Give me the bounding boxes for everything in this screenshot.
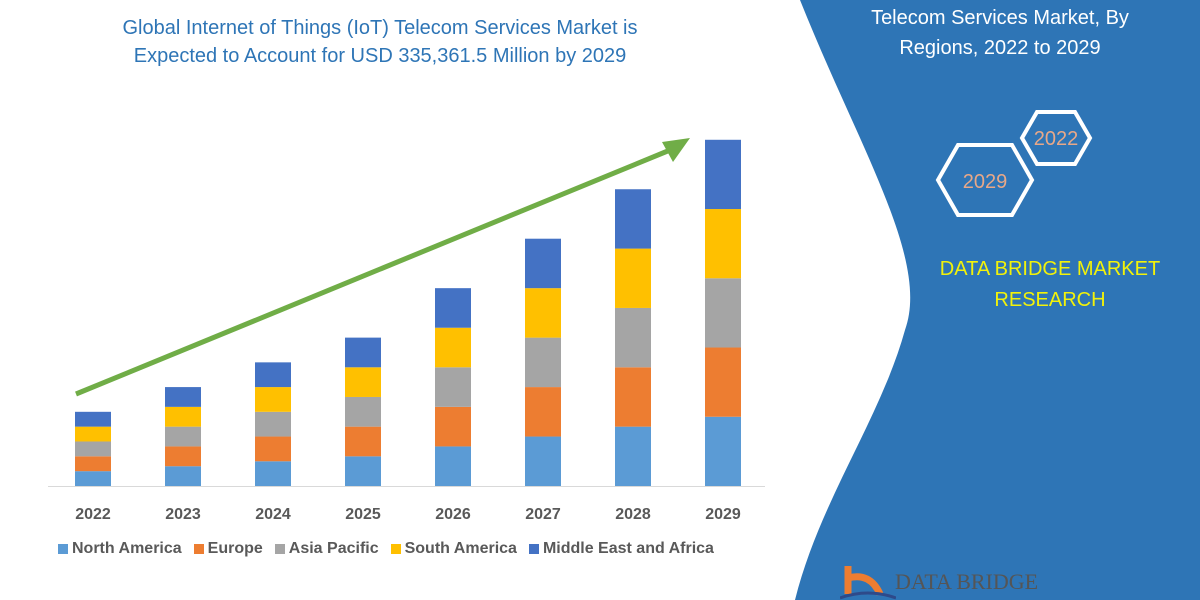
bar-segment-2027-0: [525, 436, 561, 486]
chart-title: Global Internet of Things (IoT) Telecom …: [40, 14, 720, 70]
brand-line-1: DATA BRIDGE MARKET: [939, 258, 1161, 280]
legend-item: North America: [58, 540, 182, 558]
logo-text: DATA BRIDGE: [895, 569, 1039, 594]
bar-segment-2028-1: [615, 367, 651, 427]
bar-segment-2029-4: [705, 139, 741, 210]
stacked-bar-chart: 2022 2023 2024 2025 2026 2027 2028 2029: [48, 138, 765, 523]
brand-line-2: RESEARCH: [994, 289, 1106, 311]
bar-segment-2023-1: [165, 446, 201, 467]
bar-segment-2025-3: [345, 367, 381, 397]
bar-segment-2026-2: [435, 367, 471, 407]
bar-segment-2023-4: [165, 387, 201, 407]
bar-segment-2029-2: [705, 278, 741, 348]
bar-segment-2023-2: [165, 426, 201, 447]
bar-segment-2025-1: [345, 426, 381, 457]
bar-segment-2028-2: [615, 307, 651, 368]
legend-label: Middle East and Africa: [542, 540, 714, 557]
x-tick-label: 2029: [705, 506, 741, 523]
bar-segment-2022-2: [75, 441, 111, 457]
legend-item: Europe: [193, 540, 263, 558]
side-panel-title: Telecom Services Market, By Regions, 202…: [820, 3, 1180, 63]
legend-swatch: [58, 544, 68, 554]
x-tick-label: 2022: [75, 506, 111, 523]
legend-swatch: [390, 544, 401, 554]
x-tick-label: 2023: [165, 506, 201, 523]
legend-item: Asia Pacific: [274, 540, 379, 558]
legend-label: South America: [404, 540, 517, 557]
trend-arrow-line: [75, 145, 676, 397]
brand-text: DATA BRIDGE MARKET RESEARCH: [900, 254, 1200, 316]
legend-swatch: [193, 544, 204, 554]
bar-segment-2026-4: [435, 288, 471, 328]
bar-segment-2028-0: [615, 426, 651, 486]
bar-segment-2024-0: [255, 461, 291, 486]
bar-segment-2024-4: [255, 362, 291, 388]
x-tick-label: 2026: [435, 506, 471, 523]
legend-item: Middle East and Africa: [528, 540, 714, 558]
legend-swatch: [528, 544, 539, 554]
blue-panel-shape: [795, 0, 1200, 600]
bar-segment-2022-4: [75, 411, 111, 427]
title-line-1: Global Internet of Things (IoT) Telecom …: [122, 17, 638, 39]
bar-segment-2029-0: [705, 416, 741, 486]
trend-arrow-head: [662, 138, 690, 162]
x-tick-label: 2028: [615, 506, 651, 523]
bar-segment-2026-3: [435, 327, 471, 368]
x-tick-label: 2027: [525, 506, 561, 523]
bar-segment-2028-4: [615, 189, 651, 249]
bar-segment-2025-0: [345, 456, 381, 486]
x-tick-label: 2024: [255, 506, 291, 523]
bar-segment-2024-1: [255, 436, 291, 462]
bar-segment-2029-3: [705, 209, 741, 279]
legend-label: North America: [72, 540, 182, 557]
bar-segment-2027-1: [525, 387, 561, 437]
legend-item: South America: [390, 540, 517, 558]
bar-segment-2024-3: [255, 387, 291, 412]
legend-label: Asia Pacific: [288, 540, 379, 557]
bar-segment-2023-0: [165, 466, 201, 486]
bar-segment-2022-1: [75, 456, 111, 472]
side-title-line-1: Telecom Services Market, By: [871, 7, 1129, 29]
hexagon-2022: [1019, 110, 1093, 166]
hex-year-2022: 2022: [1034, 128, 1079, 150]
bar-segment-2025-4: [345, 337, 381, 368]
bar-segment-2024-2: [255, 411, 291, 437]
bar-segment-2022-3: [75, 426, 111, 442]
chart-legend: North America Europe Asia Pacific South Ame…: [58, 540, 714, 558]
legend-label: Europe: [207, 540, 263, 557]
side-title-line-2: Regions, 2022 to 2029: [899, 37, 1101, 59]
x-tick-label: 2025: [345, 506, 381, 523]
bar-segment-2027-3: [525, 288, 561, 338]
bar-segment-2023-3: [165, 406, 201, 427]
bar-segment-2026-0: [435, 446, 471, 486]
hex-year-2029: 2029: [963, 171, 1008, 193]
bar-segment-2025-2: [345, 396, 381, 427]
bar-segment-2027-2: [525, 337, 561, 388]
bar-segment-2026-1: [435, 406, 471, 447]
bar-segment-2027-4: [525, 238, 561, 289]
bar-segment-2028-3: [615, 248, 651, 308]
title-line-2: Expected to Account for USD 335,361.5 Mi…: [133, 45, 627, 67]
bar-segment-2029-1: [705, 347, 741, 417]
legend-swatch: [274, 544, 285, 554]
bar-segment-2022-0: [75, 471, 111, 486]
hexagon-2029: [935, 143, 1035, 217]
data-bridge-logo-icon: [840, 566, 896, 600]
